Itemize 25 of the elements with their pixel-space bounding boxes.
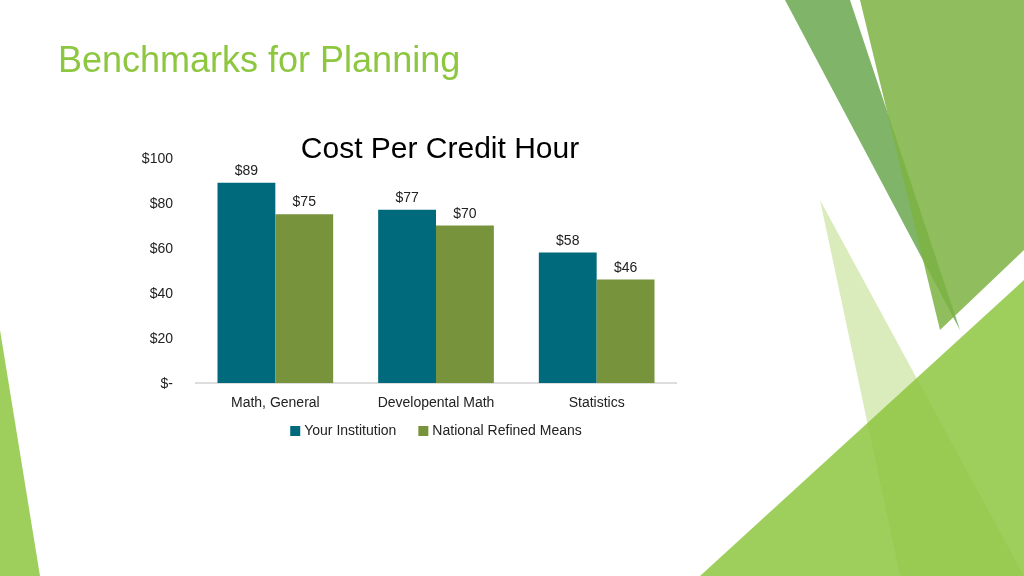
- y-tick-label: $60: [149, 239, 174, 256]
- y-tick-label: $20: [149, 329, 174, 346]
- y-tick-label: $100: [141, 149, 174, 166]
- y-tick-label: $80: [149, 194, 174, 211]
- bar: [275, 214, 334, 383]
- data-label: $70: [453, 204, 477, 221]
- y-tick-label: $40: [149, 284, 174, 301]
- bar: [538, 252, 597, 383]
- data-label: $58: [556, 231, 580, 248]
- chart-title: Benchmarks for Planning: [58, 39, 461, 80]
- chart-subtitle: Cost Per Credit Hour: [300, 131, 580, 164]
- data-label: $89: [234, 161, 259, 178]
- data-label: $46: [613, 258, 638, 275]
- legend-label: National Refined Means: [432, 422, 582, 438]
- bar: [378, 209, 436, 383]
- x-tick-label: Statistics: [568, 393, 625, 410]
- bar: [436, 225, 494, 383]
- legend-label: Your Institution: [304, 422, 397, 438]
- bar: [217, 182, 276, 383]
- x-tick-label: Math, General: [230, 393, 320, 410]
- data-label: $75: [292, 193, 317, 210]
- bar: [596, 279, 655, 383]
- x-tick-label: Developental Math: [377, 393, 495, 410]
- y-tick-label: $-: [160, 374, 174, 391]
- data-label: $77: [395, 188, 419, 205]
